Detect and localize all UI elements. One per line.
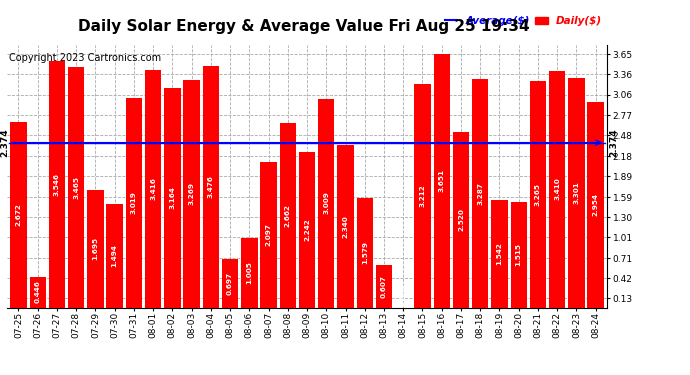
- Text: 2.097: 2.097: [266, 223, 272, 246]
- Text: 0.697: 0.697: [227, 272, 233, 295]
- Text: 1.542: 1.542: [496, 243, 502, 266]
- Bar: [569, 78, 584, 308]
- Text: Copyright 2023 Cartronics.com: Copyright 2023 Cartronics.com: [9, 53, 161, 63]
- Text: 3.164: 3.164: [169, 186, 175, 209]
- Text: 0.607: 0.607: [381, 275, 387, 298]
- Text: 1.579: 1.579: [362, 241, 368, 264]
- Bar: [511, 202, 527, 308]
- Text: 1.494: 1.494: [112, 244, 118, 267]
- Text: 2.672: 2.672: [15, 203, 21, 226]
- Text: 3.269: 3.269: [188, 183, 195, 206]
- Text: 2.340: 2.340: [342, 215, 348, 238]
- Text: 2.242: 2.242: [304, 218, 310, 241]
- Text: 3.287: 3.287: [477, 182, 483, 205]
- Bar: [491, 200, 508, 308]
- Text: 2.954: 2.954: [593, 194, 599, 216]
- Text: 2.374: 2.374: [0, 128, 9, 157]
- Text: 3.212: 3.212: [420, 184, 426, 207]
- Text: 3.009: 3.009: [324, 192, 329, 214]
- Text: 3.301: 3.301: [573, 182, 580, 204]
- Bar: [222, 259, 238, 308]
- Bar: [337, 145, 354, 308]
- Bar: [203, 66, 219, 308]
- Text: 1.515: 1.515: [515, 243, 522, 266]
- Text: 3.265: 3.265: [535, 183, 541, 206]
- Bar: [30, 276, 46, 308]
- Bar: [376, 266, 392, 308]
- Text: 3.465: 3.465: [73, 176, 79, 199]
- Bar: [549, 71, 565, 308]
- Text: 3.410: 3.410: [554, 178, 560, 201]
- Text: 0.446: 0.446: [34, 280, 41, 303]
- Bar: [530, 81, 546, 308]
- Bar: [318, 99, 335, 308]
- Bar: [453, 132, 469, 308]
- Bar: [472, 79, 489, 308]
- Text: 3.651: 3.651: [439, 169, 445, 192]
- Bar: [106, 204, 123, 308]
- Bar: [241, 238, 257, 308]
- Bar: [145, 70, 161, 308]
- Bar: [414, 84, 431, 308]
- Bar: [49, 61, 65, 308]
- Text: 3.546: 3.546: [54, 173, 60, 196]
- Text: 2.662: 2.662: [285, 204, 290, 226]
- Text: 0.000: 0.000: [400, 284, 406, 306]
- Text: 2.520: 2.520: [458, 209, 464, 231]
- Legend: Average($), Daily($): Average($), Daily($): [444, 16, 602, 26]
- Text: 2.374: 2.374: [609, 128, 618, 157]
- Text: 1.695: 1.695: [92, 237, 99, 260]
- Bar: [126, 98, 142, 308]
- Text: 3.416: 3.416: [150, 177, 156, 200]
- Text: Daily Solar Energy & Average Value Fri Aug 25 19:34: Daily Solar Energy & Average Value Fri A…: [78, 19, 529, 34]
- Bar: [299, 152, 315, 308]
- Bar: [68, 67, 84, 308]
- Bar: [87, 190, 104, 308]
- Bar: [433, 54, 450, 307]
- Text: 1.005: 1.005: [246, 261, 253, 284]
- Bar: [260, 162, 277, 308]
- Bar: [164, 88, 181, 308]
- Bar: [357, 198, 373, 308]
- Bar: [279, 123, 296, 308]
- Bar: [184, 81, 200, 308]
- Bar: [587, 102, 604, 308]
- Text: 3.019: 3.019: [131, 191, 137, 214]
- Text: 3.476: 3.476: [208, 176, 214, 198]
- Bar: [10, 122, 27, 308]
